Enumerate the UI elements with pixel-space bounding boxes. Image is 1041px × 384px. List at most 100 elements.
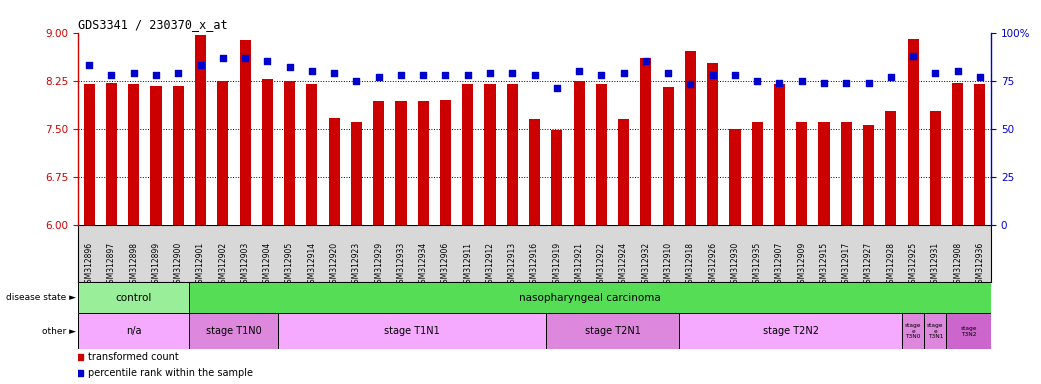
Bar [106, 83, 117, 225]
Bar [128, 84, 139, 225]
Point [905, 53, 921, 59]
Bar [329, 118, 339, 225]
Bar [595, 84, 607, 225]
Bar [618, 119, 629, 225]
Point [392, 72, 409, 78]
Bar [189, 313, 279, 349]
Bar [662, 87, 674, 225]
Point [949, 68, 966, 74]
Point [236, 55, 253, 61]
Bar [974, 84, 986, 225]
Bar [841, 122, 852, 225]
Bar [924, 313, 946, 349]
Point [549, 85, 565, 91]
Bar [195, 35, 206, 225]
Bar [173, 86, 184, 225]
Text: other ►: other ► [42, 327, 76, 336]
Point [193, 62, 209, 68]
Point [281, 64, 298, 70]
Point [883, 74, 899, 80]
Text: stage T1N0: stage T1N0 [206, 326, 262, 336]
Bar [908, 39, 918, 225]
Bar [930, 111, 941, 225]
Bar [373, 101, 384, 225]
Point [593, 72, 610, 78]
Point [860, 79, 877, 86]
Text: stage T2N2: stage T2N2 [763, 326, 818, 336]
Point [148, 72, 164, 78]
Point [816, 79, 833, 86]
Point [103, 72, 120, 78]
Text: GDS3341 / 230370_x_at: GDS3341 / 230370_x_at [78, 18, 228, 31]
Point [459, 72, 476, 78]
Point [81, 62, 98, 68]
Point [971, 74, 988, 80]
Bar [351, 122, 362, 225]
Bar [462, 84, 474, 225]
Point [727, 72, 743, 78]
Point [838, 79, 855, 86]
Bar [218, 81, 228, 225]
Bar [417, 101, 429, 225]
Bar [396, 101, 407, 225]
Bar [78, 313, 189, 349]
Bar [279, 313, 545, 349]
Text: transformed count: transformed count [88, 352, 179, 362]
Bar [83, 84, 95, 225]
Point [615, 70, 632, 76]
Text: nasopharyngeal carcinoma: nasopharyngeal carcinoma [519, 293, 661, 303]
Point [259, 58, 276, 65]
Point [682, 81, 699, 88]
Bar [78, 282, 189, 313]
Bar [685, 51, 696, 225]
Bar [707, 63, 718, 225]
Bar [863, 125, 874, 225]
Point [214, 55, 231, 61]
Bar [484, 84, 496, 225]
Text: n/a: n/a [126, 326, 142, 336]
Text: percentile rank within the sample: percentile rank within the sample [88, 368, 253, 378]
Bar [730, 129, 740, 225]
Point [482, 70, 499, 76]
Bar [640, 58, 652, 225]
Bar [796, 122, 808, 225]
Bar [902, 313, 924, 349]
Point [526, 72, 542, 78]
Bar [261, 79, 273, 225]
Bar [507, 84, 517, 225]
Bar [440, 100, 451, 225]
Point [660, 70, 677, 76]
Text: control: control [116, 293, 152, 303]
Bar [946, 313, 991, 349]
Point [637, 58, 654, 65]
Bar [752, 122, 763, 225]
Point [504, 70, 520, 76]
Text: disease state ►: disease state ► [6, 293, 76, 302]
Text: stage T2N1: stage T2N1 [585, 326, 640, 336]
Bar [529, 119, 540, 225]
Bar [552, 130, 562, 225]
Point [928, 70, 944, 76]
Bar [818, 122, 830, 225]
Point [793, 78, 810, 84]
Point [304, 68, 321, 74]
Point [371, 74, 387, 80]
Point [326, 70, 342, 76]
Bar [885, 111, 896, 225]
Point [348, 78, 364, 84]
Text: stage
e
T3N1: stage e T3N1 [928, 323, 943, 339]
Point [437, 72, 454, 78]
Bar [306, 84, 318, 225]
Bar [239, 40, 251, 225]
Bar [773, 84, 785, 225]
Point [415, 72, 432, 78]
Bar [284, 81, 296, 225]
Point [125, 70, 142, 76]
Point [570, 68, 587, 74]
Point [170, 70, 186, 76]
Bar [151, 86, 161, 225]
Bar [545, 313, 680, 349]
Bar [189, 282, 991, 313]
Text: stage
T3N2: stage T3N2 [961, 326, 977, 337]
Bar [680, 313, 902, 349]
